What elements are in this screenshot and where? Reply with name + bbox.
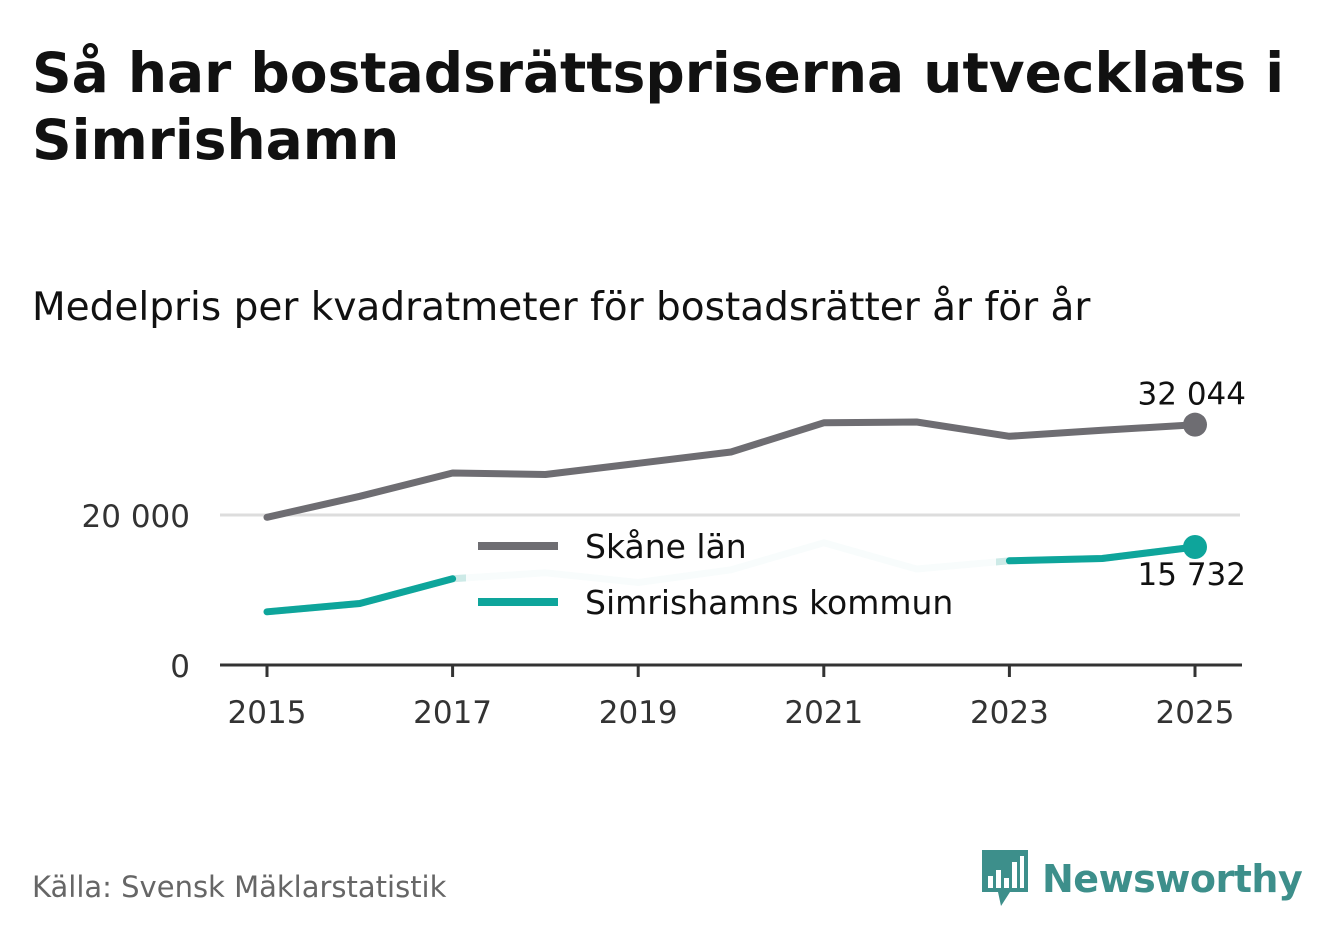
newsworthy-chart-icon (982, 850, 1028, 906)
series-line-simrishamn (1005, 543, 1199, 565)
logo-text: Newsworthy (1042, 857, 1303, 901)
end-point-simrishamn (1183, 535, 1207, 560)
x-tick-label: 2019 (599, 695, 678, 731)
series-line-simrishamn (263, 575, 457, 616)
newsworthy-logo[interactable]: Newsworthy (980, 848, 1303, 910)
chart-subtitle: Medelpris per kvadratmeter för bostadsrä… (32, 285, 1091, 330)
source-note: Källa: Svensk Mäklarstatistik (32, 870, 447, 904)
page-title: Så har bostadsrättspriserna utvecklats i… (32, 41, 1285, 172)
x-tick-label: 2023 (970, 695, 1049, 731)
y-tick-label: 0 (170, 649, 190, 685)
legend-item-simrishamn-label: Simrishamns kommun (585, 583, 953, 622)
x-tick-label: 2017 (413, 695, 492, 731)
legend-background (466, 518, 996, 628)
x-tick-label: 2021 (784, 695, 863, 731)
x-tick-label: 2015 (228, 695, 307, 731)
data-label-skane: 32 044 (1138, 377, 1246, 413)
end-point-skane (1183, 412, 1207, 437)
legend-item-skane-label: Skåne län (585, 527, 747, 566)
y-tick-label: 20 000 (82, 499, 190, 535)
x-tick-label: 2025 (1156, 695, 1235, 731)
data-label-simrishamn: 15 732 (1138, 557, 1246, 593)
series-line-skane (263, 418, 1199, 521)
